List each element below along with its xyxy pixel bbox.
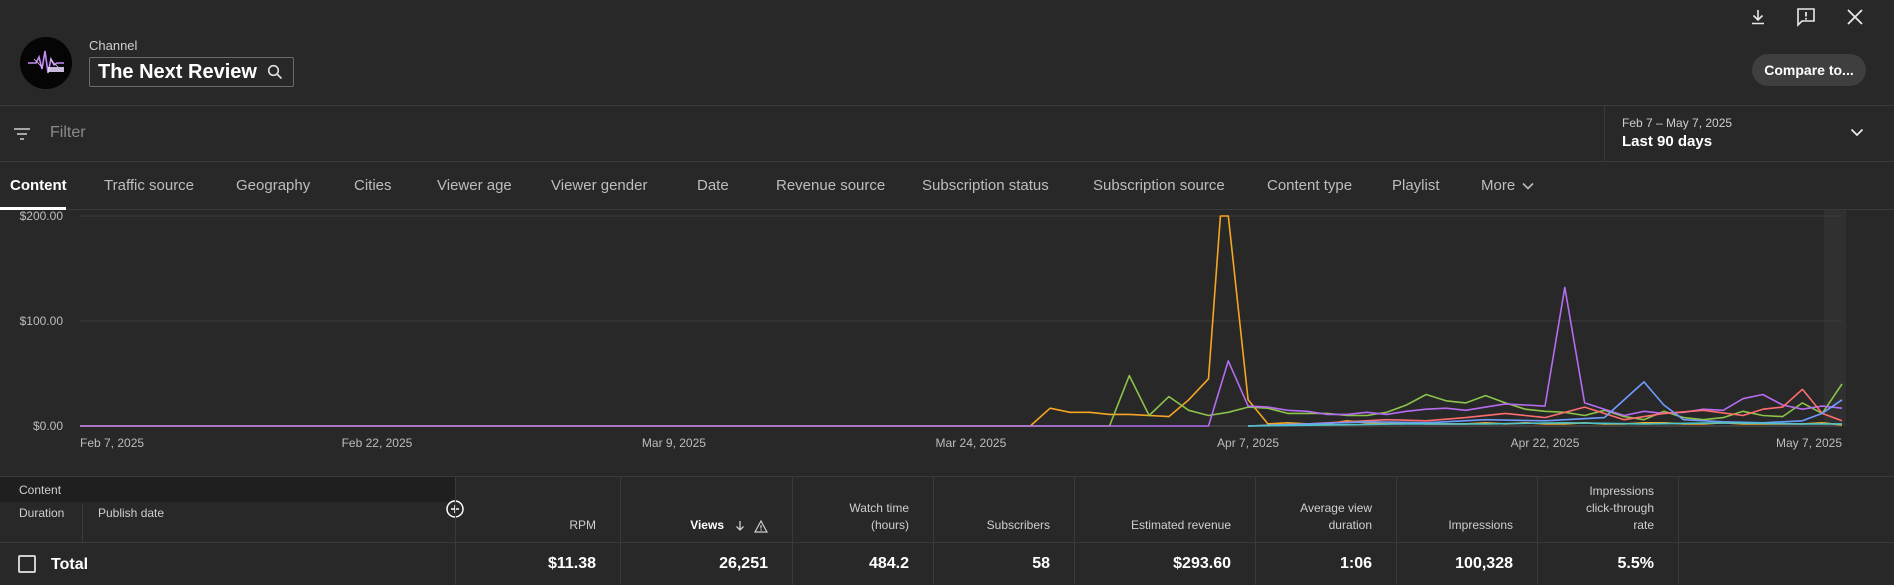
watch-time-header[interactable]: Watch time (hours) <box>793 477 933 542</box>
tab-subscription-source[interactable]: Subscription source <box>1093 177 1225 194</box>
tab-content[interactable]: Content <box>10 177 67 194</box>
subscribers-total: 58 <box>1032 555 1050 572</box>
views-header-label: Views <box>690 518 724 532</box>
series-line-4[interactable] <box>1248 388 1843 427</box>
y-tick-label: $0.00 <box>33 419 63 433</box>
impressions-ctr-header[interactable]: Impressions click-through rate <box>1538 477 1678 542</box>
tab-traffic-source[interactable]: Traffic source <box>104 177 195 194</box>
column-divider <box>1678 477 1679 585</box>
channel-logo <box>20 37 72 89</box>
column-divider <box>933 477 934 585</box>
tab-date[interactable]: Date <box>697 177 729 194</box>
column-divider <box>1255 477 1256 585</box>
y-tick-label: $100.00 <box>20 314 64 328</box>
subscribers-header-label: Subscribers <box>986 518 1050 532</box>
x-tick-label: May 7, 2025 <box>1776 436 1842 450</box>
channel-name: The Next Review <box>98 60 257 83</box>
hover-column <box>1824 210 1846 426</box>
impressions-header[interactable]: Impressions <box>1397 477 1537 542</box>
date-range-selector[interactable]: Feb 7 – May 7, 2025 Last 90 days <box>1604 106 1894 162</box>
column-divider <box>1396 477 1397 585</box>
column-divider <box>1074 477 1075 585</box>
duration-header[interactable]: Duration <box>19 506 65 520</box>
sort-down-icon[interactable] <box>734 520 746 532</box>
series-line-3[interactable] <box>80 286 1843 427</box>
header-divider <box>0 542 1894 543</box>
rpm-header-label: RPM <box>569 518 596 532</box>
channel-avatar[interactable] <box>20 37 72 89</box>
impressions-total: 100,328 <box>1455 555 1513 572</box>
average-view-duration-header[interactable]: Average view duration <box>1256 477 1396 542</box>
date-range-label: Last 90 days <box>1622 133 1713 150</box>
content-header: Content <box>19 483 62 497</box>
tab-cities[interactable]: Cities <box>354 177 392 194</box>
line-chart: $0.00 $100.00 $200.00 Feb 7, 2025 Feb 22, 20… <box>20 209 1846 450</box>
series-line-2[interactable] <box>80 374 1843 427</box>
total-row-label: Total <box>51 556 89 573</box>
estimated-revenue-total: $293.60 <box>1173 555 1231 572</box>
tab-playlist[interactable]: Playlist <box>1392 177 1440 194</box>
tab-geography[interactable]: Geography <box>236 177 311 194</box>
tab-viewer-age[interactable]: Viewer age <box>437 177 512 194</box>
average-view-duration-header-label: Average view duration <box>1300 501 1372 532</box>
column-divider <box>455 477 456 585</box>
x-tick-label: Feb 22, 2025 <box>342 436 413 450</box>
impressions-header-label: Impressions <box>1448 518 1513 532</box>
watch-time-header-label: Watch time (hours) <box>849 501 909 532</box>
header: Channel The Next Review Compare to... <box>0 0 1894 106</box>
dimension-tabs: Content Traffic source Geography Cities … <box>0 163 1894 210</box>
warning-icon[interactable] <box>754 520 768 533</box>
filter-input[interactable]: Filter <box>50 124 86 141</box>
column-divider <box>82 503 83 542</box>
channel-caption: Channel <box>89 38 138 53</box>
search-icon[interactable] <box>267 64 283 80</box>
y-tick-label: $200.00 <box>20 210 64 223</box>
data-table: Content Duration Publish date RPM Views … <box>0 476 1894 585</box>
chevron-down-icon <box>1850 128 1864 137</box>
subscribers-header[interactable]: Subscribers <box>934 477 1074 542</box>
impressions-ctr-header-label: Impressions click-through rate <box>1585 484 1654 532</box>
compare-button[interactable]: Compare to... <box>1752 54 1866 86</box>
date-range-text: Feb 7 – May 7, 2025 <box>1622 116 1733 130</box>
filter-bar: Filter Feb 7 – May 7, 2025 Last 90 days <box>0 106 1894 162</box>
total-row-checkbox[interactable] <box>18 555 36 573</box>
active-tab-indicator <box>0 207 66 210</box>
tab-content-type[interactable]: Content type <box>1267 177 1353 194</box>
tab-more-label: More <box>1481 177 1516 194</box>
views-total: 26,251 <box>719 555 768 572</box>
close-icon[interactable] <box>1843 5 1867 29</box>
chevron-down-icon <box>1522 182 1534 190</box>
x-tick-label: Mar 24, 2025 <box>936 436 1007 450</box>
x-tick-label: Apr 22, 2025 <box>1511 436 1580 450</box>
x-tick-label: Apr 7, 2025 <box>1217 436 1279 450</box>
tab-subscription-status[interactable]: Subscription status <box>922 177 1049 194</box>
tab-viewer-gender[interactable]: Viewer gender <box>551 177 648 194</box>
content-column-group: Content <box>0 477 455 502</box>
column-divider <box>792 477 793 585</box>
watch-time-total: 484.2 <box>868 555 909 572</box>
x-tick-label: Mar 9, 2025 <box>642 436 706 450</box>
series-line-6[interactable] <box>1248 422 1842 427</box>
estimated-revenue-header-label: Estimated revenue <box>1130 518 1231 532</box>
x-tick-label: Feb 7, 2025 <box>80 436 144 450</box>
download-icon[interactable] <box>1746 5 1770 29</box>
filter-icon[interactable] <box>12 124 32 144</box>
impressions-ctr-total: 5.5% <box>1617 555 1654 572</box>
average-view-duration-total: 1:06 <box>1339 555 1372 572</box>
tab-revenue-source[interactable]: Revenue source <box>776 177 886 194</box>
publish-date-header[interactable]: Publish date <box>98 506 165 520</box>
feedback-icon[interactable] <box>1794 5 1818 29</box>
tab-more[interactable]: More <box>1481 177 1535 194</box>
revenue-chart: $0.00 $100.00 $200.00 Feb 7, 2025 Feb 22, 20… <box>0 209 1894 476</box>
views-header[interactable]: Views <box>621 477 792 542</box>
channel-selector[interactable]: The Next Review <box>89 57 294 87</box>
rpm-total: $11.38 <box>547 555 596 572</box>
column-divider <box>620 477 621 585</box>
estimated-revenue-header[interactable]: Estimated revenue <box>1075 477 1255 542</box>
column-divider <box>1537 477 1538 585</box>
series-line-5[interactable] <box>1248 381 1843 427</box>
rpm-header[interactable]: RPM <box>456 477 620 542</box>
